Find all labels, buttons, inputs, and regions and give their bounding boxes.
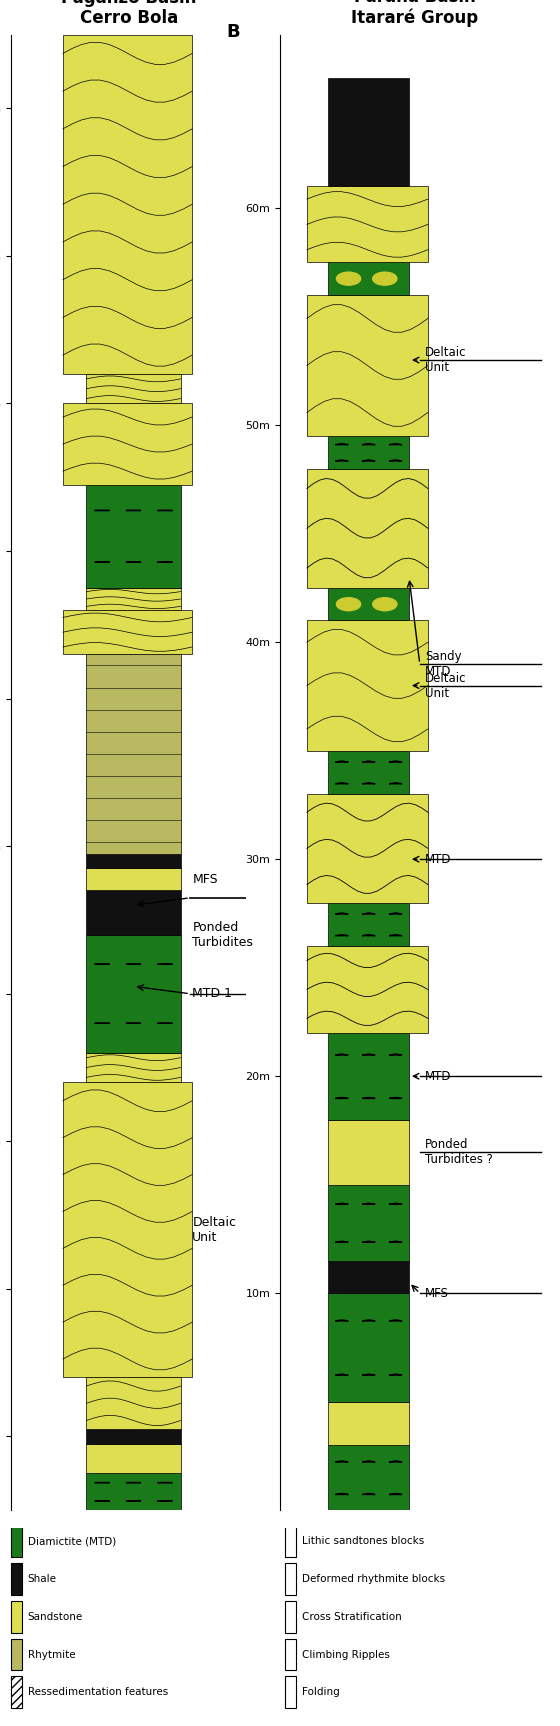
Bar — [328, 589, 409, 620]
Bar — [328, 262, 409, 295]
Bar — [11, 1526, 22, 1557]
Bar — [63, 1082, 192, 1377]
Text: Deltaic
Unit: Deltaic Unit — [425, 345, 466, 375]
Bar — [286, 1526, 296, 1557]
Bar — [63, 404, 192, 485]
Bar — [328, 1184, 409, 1260]
Text: Folding: Folding — [302, 1688, 340, 1697]
Bar — [86, 1445, 180, 1474]
Bar — [307, 186, 428, 262]
Bar — [63, 609, 192, 654]
Bar — [286, 1564, 296, 1595]
Bar — [86, 1053, 180, 1082]
Bar — [63, 35, 192, 375]
Text: Ponded
Turbidites ?: Ponded Turbidites ? — [425, 1137, 493, 1167]
Bar — [307, 468, 428, 589]
Bar — [328, 1402, 409, 1445]
Bar — [11, 1638, 22, 1671]
Bar — [86, 891, 180, 935]
Text: MFS: MFS — [425, 1286, 449, 1300]
Bar — [286, 1638, 296, 1671]
Title: Paraná Basin
Itararé Group: Paraná Basin Itararé Group — [351, 0, 478, 28]
Text: Lithic sandtones blocks: Lithic sandtones blocks — [302, 1536, 424, 1546]
Bar — [86, 654, 180, 854]
Bar — [328, 1445, 409, 1510]
Bar — [328, 1293, 409, 1402]
Bar — [328, 78, 409, 186]
Bar — [86, 854, 180, 868]
Bar — [286, 1602, 296, 1633]
Bar — [328, 437, 409, 468]
Text: Climbing Ripples: Climbing Ripples — [302, 1650, 390, 1659]
Text: Rhytmite: Rhytmite — [27, 1650, 75, 1659]
Bar — [328, 751, 409, 794]
Ellipse shape — [373, 273, 397, 285]
Text: B: B — [226, 22, 240, 41]
Bar — [86, 485, 180, 589]
Text: Deltaic
Unit: Deltaic Unit — [192, 1215, 236, 1244]
Ellipse shape — [337, 273, 361, 285]
Text: Sandy
MTD: Sandy MTD — [425, 651, 462, 678]
Text: Ressedimentation features: Ressedimentation features — [27, 1688, 168, 1697]
Text: Ponded
Turbidites: Ponded Turbidites — [192, 920, 253, 949]
Text: Deformed rhythmite blocks: Deformed rhythmite blocks — [302, 1574, 445, 1584]
Bar — [307, 295, 428, 437]
Bar — [307, 794, 428, 903]
Bar — [11, 1602, 22, 1633]
Ellipse shape — [337, 597, 361, 611]
Text: Cross Stratification: Cross Stratification — [302, 1612, 402, 1622]
Bar — [86, 1429, 180, 1445]
Bar — [86, 935, 180, 1053]
Bar — [86, 1377, 180, 1429]
Text: MTD 1: MTD 1 — [192, 987, 232, 1001]
Text: Diamictite (MTD): Diamictite (MTD) — [27, 1536, 116, 1546]
Bar — [86, 868, 180, 891]
Bar — [11, 1676, 22, 1709]
Bar — [86, 589, 180, 609]
Text: Deltaic
Unit: Deltaic Unit — [425, 671, 466, 699]
Text: Shale: Shale — [27, 1574, 57, 1584]
Bar — [307, 620, 428, 751]
Bar — [328, 903, 409, 946]
Text: MTD: MTD — [425, 853, 452, 866]
Text: MFS: MFS — [192, 873, 218, 885]
Bar — [307, 946, 428, 1032]
Text: MTD: MTD — [425, 1070, 452, 1082]
Bar — [11, 1564, 22, 1595]
Bar — [286, 1676, 296, 1709]
Bar — [328, 1120, 409, 1184]
Bar — [328, 1260, 409, 1293]
Text: Sandstone: Sandstone — [27, 1612, 83, 1622]
Ellipse shape — [373, 597, 397, 611]
Bar — [86, 375, 180, 404]
Bar — [86, 1474, 180, 1510]
Bar — [328, 1032, 409, 1120]
Title: Paganzo Basin
Cerro Bola: Paganzo Basin Cerro Bola — [61, 0, 197, 28]
